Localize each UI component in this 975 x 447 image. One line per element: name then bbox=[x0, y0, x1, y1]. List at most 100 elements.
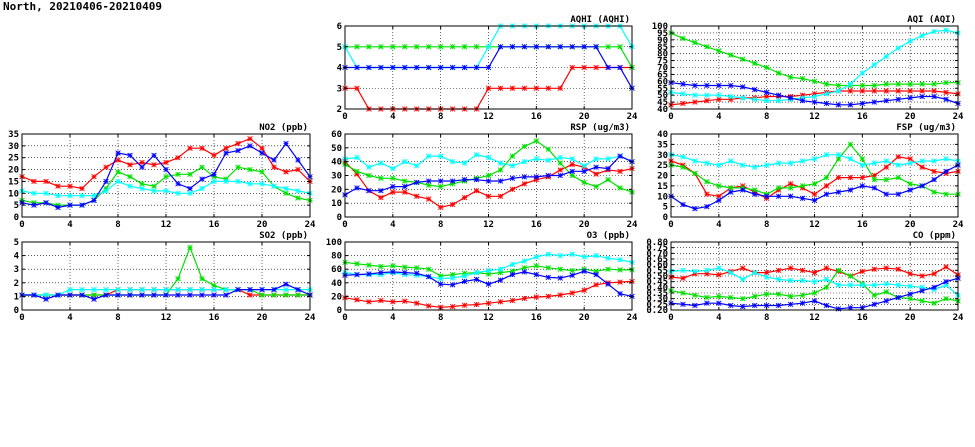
data-point bbox=[569, 267, 575, 274]
y-tick-label: 0.20 bbox=[646, 306, 668, 316]
y-tick-label: 90 bbox=[657, 36, 668, 46]
data-point bbox=[775, 70, 782, 76]
data-point bbox=[509, 261, 516, 268]
y-tick-label: 0.60 bbox=[646, 261, 668, 271]
y-tick-label: 30 bbox=[657, 151, 668, 161]
data-point bbox=[799, 277, 806, 284]
x-tick-label: 24 bbox=[627, 313, 638, 323]
data-point bbox=[473, 44, 480, 50]
data-point bbox=[907, 181, 913, 187]
data-point bbox=[811, 91, 818, 97]
data-point bbox=[787, 95, 794, 101]
y-tick-label: 3 bbox=[337, 84, 342, 94]
data-point bbox=[139, 286, 145, 293]
data-point bbox=[931, 81, 937, 87]
data-point bbox=[509, 163, 516, 169]
y-tick-label: 0.75 bbox=[646, 244, 668, 254]
data-point bbox=[775, 291, 782, 297]
data-point bbox=[473, 269, 480, 276]
data-point bbox=[847, 174, 854, 181]
x-tick-label: 20 bbox=[905, 313, 916, 323]
y-tick-label: 15 bbox=[657, 182, 668, 192]
x-tick-label: 16 bbox=[857, 313, 868, 323]
data-point bbox=[883, 289, 889, 295]
data-point bbox=[295, 188, 301, 194]
data-point bbox=[461, 176, 468, 183]
data-point bbox=[425, 44, 432, 50]
data-point bbox=[740, 56, 746, 62]
data-point bbox=[692, 99, 698, 105]
data-point bbox=[115, 286, 121, 293]
data-point bbox=[187, 185, 193, 192]
y-tick-label: 0.50 bbox=[646, 272, 668, 282]
data-point bbox=[545, 274, 552, 281]
data-point bbox=[763, 93, 770, 100]
y-tick-label: 85 bbox=[657, 43, 668, 53]
data-point bbox=[497, 266, 504, 272]
data-point bbox=[787, 301, 794, 308]
x-tick-label: 20 bbox=[579, 112, 590, 122]
data-point bbox=[823, 100, 830, 107]
data-point bbox=[775, 160, 782, 166]
data-point bbox=[437, 204, 444, 211]
data-point bbox=[497, 85, 504, 91]
data-point bbox=[127, 286, 133, 293]
data-point bbox=[907, 271, 913, 277]
data-point bbox=[127, 183, 133, 189]
data-point bbox=[139, 185, 145, 192]
data-point bbox=[728, 302, 734, 309]
data-point bbox=[775, 92, 782, 98]
data-point bbox=[847, 141, 854, 148]
data-point bbox=[390, 175, 396, 181]
data-point bbox=[509, 153, 516, 159]
x-tick-label: 16 bbox=[531, 220, 542, 230]
data-point bbox=[775, 97, 782, 104]
data-point bbox=[716, 272, 722, 278]
data-point bbox=[763, 274, 770, 280]
data-point bbox=[55, 183, 61, 189]
data-point bbox=[461, 278, 468, 285]
data-point bbox=[163, 188, 169, 194]
y-tick-label: 0 bbox=[14, 306, 19, 316]
y-tick-label: 30 bbox=[331, 172, 342, 182]
chart-title: FSP (ug/m3) bbox=[896, 123, 956, 133]
data-point bbox=[680, 301, 686, 308]
data-point bbox=[931, 28, 937, 35]
data-point bbox=[895, 266, 901, 272]
data-point bbox=[763, 269, 770, 276]
data-point bbox=[569, 272, 575, 279]
data-point bbox=[509, 175, 516, 181]
x-tick-label: 16 bbox=[209, 313, 220, 323]
data-point bbox=[378, 175, 384, 181]
data-point bbox=[211, 178, 217, 185]
data-point bbox=[151, 286, 157, 293]
data-point bbox=[919, 288, 925, 294]
data-point bbox=[871, 176, 878, 183]
y-tick-label: 5 bbox=[14, 238, 19, 248]
data-point bbox=[115, 157, 121, 163]
data-point bbox=[907, 291, 913, 297]
data-point bbox=[497, 277, 504, 283]
data-point bbox=[521, 158, 528, 165]
data-point bbox=[151, 152, 157, 159]
data-point bbox=[366, 172, 372, 179]
data-point bbox=[127, 173, 133, 180]
x-tick-label: 24 bbox=[627, 112, 638, 122]
data-point bbox=[931, 168, 937, 175]
data-point bbox=[931, 176, 937, 183]
data-point bbox=[283, 169, 289, 175]
data-point bbox=[859, 174, 866, 181]
data-point bbox=[605, 266, 611, 272]
data-point bbox=[473, 64, 480, 71]
data-point bbox=[378, 297, 384, 304]
data-point bbox=[187, 286, 193, 293]
data-point bbox=[907, 160, 913, 166]
data-point bbox=[354, 185, 360, 191]
data-point bbox=[569, 44, 575, 50]
x-tick-label: 16 bbox=[531, 112, 542, 122]
data-point bbox=[605, 176, 611, 183]
data-point bbox=[799, 292, 806, 298]
chart-title: AQHI (AQHI) bbox=[570, 15, 630, 25]
data-point bbox=[485, 44, 492, 50]
data-point bbox=[740, 95, 746, 101]
